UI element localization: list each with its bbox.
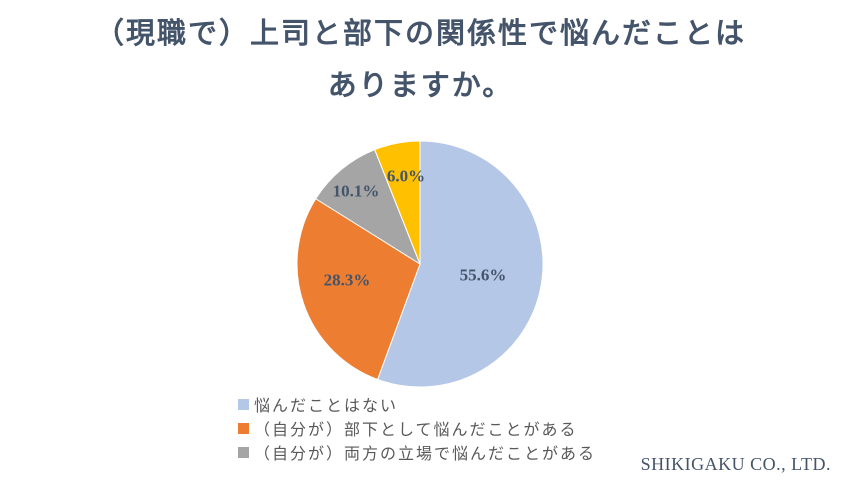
pie-slice-3 [315, 148, 422, 266]
pie-slice-4 [374, 140, 421, 265]
legend-label-3: （自分が）両方の立場で悩んだことがある [254, 446, 597, 463]
chart-title-line-2: ありますか。 [327, 70, 514, 102]
legend-swatch-gray [238, 446, 249, 458]
legend-item-1: 悩んだことはない [238, 392, 596, 416]
legend-swatch-orange [238, 422, 249, 434]
legend-item-2: （自分が）部下として悩んだことがある [238, 416, 596, 440]
slice-label-4: 6.0% [387, 167, 425, 186]
pie-slice-2 [296, 198, 421, 381]
pie-slice-1 [376, 140, 544, 388]
legend-label-2: （自分が）部下として悩んだことがある [254, 422, 578, 439]
slice-label-1: 55.6% [460, 266, 507, 285]
legend-item-3: （自分が）両方の立場で悩んだことがある [238, 440, 596, 464]
slice-label-3: 10.1% [333, 182, 380, 201]
legend-label-1: 悩んだことはない [254, 398, 399, 415]
legend: 悩んだことはない （自分が）部下として悩んだことがある （自分が）両方の立場で悩… [238, 392, 596, 464]
chart-title: （現職で）上司と部下の関係性で悩んだことは ありますか。 [0, 8, 841, 112]
legend-swatch-blue [238, 398, 249, 410]
chart-title-line-1: （現職で）上司と部下の関係性で悩んだことは [94, 18, 746, 50]
pie-chart: 55.6% 28.3% 10.1% 6.0% [296, 140, 544, 388]
pie-chart-area: 55.6% 28.3% 10.1% 6.0% [295, 139, 545, 389]
company-footer: SHIKIGAKU CO., LTD. [640, 454, 831, 474]
slice-label-2: 28.3% [324, 271, 371, 290]
